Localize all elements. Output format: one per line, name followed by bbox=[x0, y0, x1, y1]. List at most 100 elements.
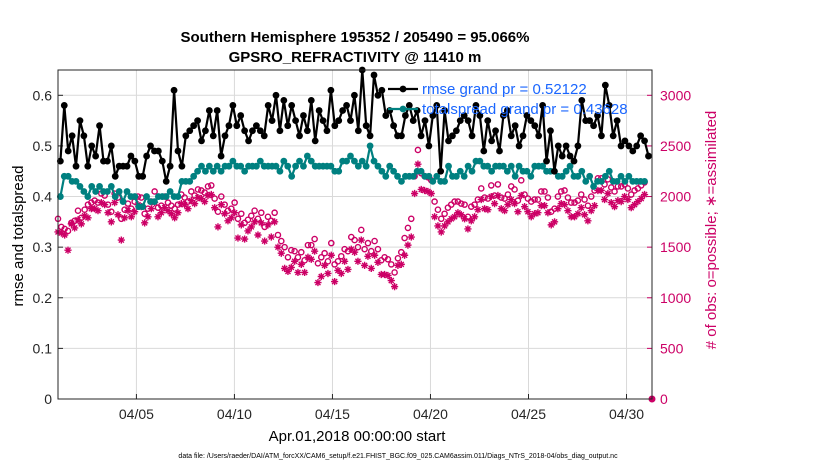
rmse-point bbox=[327, 86, 335, 94]
y-left-tick-label: 0.5 bbox=[33, 138, 53, 154]
totalspread-point bbox=[586, 172, 594, 180]
possible-obs-point bbox=[407, 215, 415, 223]
assimilated-obs-point bbox=[187, 196, 195, 205]
totalspread-point bbox=[374, 162, 382, 170]
totalspread-point bbox=[139, 203, 147, 211]
possible-obs-point bbox=[561, 187, 568, 194]
rmse-point bbox=[166, 162, 174, 170]
rmse-point bbox=[609, 132, 617, 140]
totalspread-point bbox=[429, 177, 437, 185]
totalspread-point bbox=[56, 193, 64, 200]
rmse-point bbox=[594, 112, 601, 119]
rmse-point bbox=[56, 157, 64, 165]
possible-obs-point bbox=[284, 253, 292, 261]
possible-obs-point bbox=[494, 181, 502, 188]
assimilated-obs-point bbox=[281, 264, 289, 273]
possible-obs-point bbox=[577, 191, 585, 198]
rmse-point bbox=[409, 117, 417, 125]
assimilated-obs-point bbox=[524, 208, 532, 216]
rmse-point bbox=[92, 152, 100, 160]
y-left-tick-label: 0.4 bbox=[33, 189, 53, 205]
assimilated-obs-point bbox=[487, 192, 495, 201]
possible-obs-point bbox=[208, 182, 215, 189]
rmse-point bbox=[319, 117, 327, 125]
rmse-point bbox=[194, 117, 201, 125]
assimilated-obs-point bbox=[304, 253, 312, 261]
assimilated-obs-point bbox=[404, 241, 412, 249]
possible-obs-point bbox=[387, 261, 395, 268]
totalspread-point bbox=[625, 172, 633, 180]
totalspread-point bbox=[464, 162, 472, 170]
rmse-point bbox=[613, 117, 621, 125]
assimilated-obs-point bbox=[520, 203, 529, 211]
rmse-point bbox=[574, 142, 582, 150]
possible-obs-point bbox=[364, 239, 372, 247]
assimilated-obs-point bbox=[480, 205, 489, 213]
assimilated-obs-point bbox=[337, 269, 345, 278]
assimilated-obs-point bbox=[77, 220, 85, 228]
assimilated-obs-point bbox=[324, 269, 332, 278]
assimilated-obs-point bbox=[121, 214, 129, 222]
totalspread-point bbox=[582, 177, 590, 185]
assimilated-obs-point bbox=[204, 191, 212, 200]
assimilated-obs-point bbox=[101, 201, 109, 209]
rmse-point bbox=[158, 157, 166, 165]
rmse-point bbox=[433, 102, 441, 109]
possible-obs-point bbox=[461, 201, 468, 208]
rmse-point bbox=[347, 117, 354, 125]
y-right-tick-label: 0 bbox=[660, 391, 668, 407]
assimilated-obs-point bbox=[81, 212, 89, 220]
plot-frame bbox=[57, 69, 653, 400]
assimilated-obs-point bbox=[141, 219, 149, 227]
possible-obs-point bbox=[321, 249, 328, 257]
possible-obs-point bbox=[214, 208, 222, 216]
assimilated-obs-point bbox=[457, 211, 465, 219]
possible-obs-point bbox=[247, 212, 255, 220]
assimilated-obs-point bbox=[540, 202, 549, 210]
possible-obs-point bbox=[351, 236, 358, 244]
possible-obs-point bbox=[371, 237, 378, 245]
legend-rmse-marker bbox=[399, 85, 407, 93]
possible-obs-point bbox=[64, 227, 72, 235]
possible-obs-point bbox=[584, 202, 592, 209]
assimilated-obs-point bbox=[357, 236, 365, 244]
rmse-point bbox=[154, 147, 162, 155]
totalspread-point bbox=[194, 167, 201, 175]
rmse-point bbox=[417, 132, 425, 140]
possible-obs-point bbox=[611, 188, 618, 195]
x-tick-label: 04/30 bbox=[609, 406, 644, 422]
rmse-point bbox=[460, 112, 468, 119]
rmse-point bbox=[570, 157, 578, 165]
legend: rmse grand pr = 0.52122 totalspread gran… bbox=[388, 81, 628, 118]
possible-obs-point bbox=[227, 205, 235, 212]
assimilated-obs-point bbox=[291, 257, 299, 265]
assimilated-obs-point bbox=[497, 205, 505, 213]
assimilated-obs-point bbox=[504, 201, 512, 209]
possible-obs-point bbox=[367, 247, 375, 255]
rmse-point bbox=[107, 142, 115, 150]
totalspread-point bbox=[488, 167, 496, 175]
rmse-point bbox=[633, 142, 641, 150]
totalspread-point bbox=[445, 162, 452, 170]
totalspread-point bbox=[162, 193, 170, 200]
rmse-point bbox=[527, 117, 535, 125]
assimilated-obs-point bbox=[454, 209, 462, 217]
y-left-tick-label: 0 bbox=[44, 391, 52, 407]
rmse-point bbox=[292, 117, 299, 125]
possible-obs-point bbox=[537, 188, 545, 195]
x-tick-label: 04/20 bbox=[413, 406, 448, 422]
assimilated-obs-point bbox=[144, 213, 152, 221]
possible-obs-point bbox=[297, 248, 305, 256]
rmse-point bbox=[127, 152, 135, 160]
assimilated-obs-point bbox=[247, 223, 255, 231]
assimilated-obs-point bbox=[267, 233, 275, 241]
rmse-point bbox=[515, 142, 523, 150]
rmse-point bbox=[378, 86, 386, 94]
assimilated-obs-point bbox=[164, 207, 172, 215]
totalspread-point bbox=[601, 172, 609, 180]
totalspread-point bbox=[96, 183, 103, 190]
assimilated-obs-point bbox=[620, 192, 629, 201]
possible-obs-point bbox=[334, 258, 342, 265]
y-right-tick-label: 2500 bbox=[660, 138, 691, 154]
